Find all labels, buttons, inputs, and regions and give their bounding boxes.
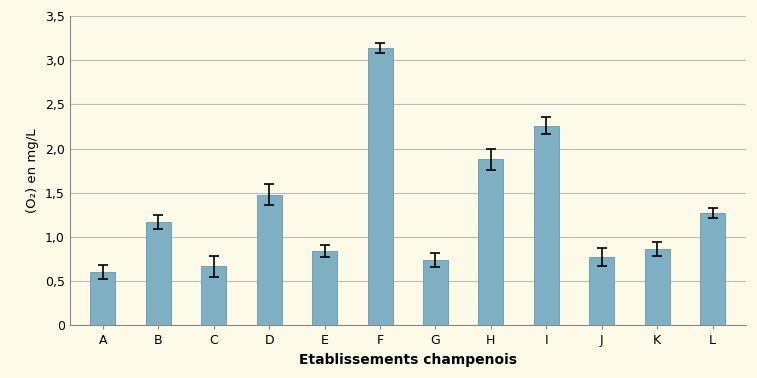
Bar — [90, 272, 115, 325]
Bar — [589, 257, 614, 325]
X-axis label: Etablissements champenois: Etablissements champenois — [299, 353, 517, 367]
Y-axis label: (O₂) en mg/L: (O₂) en mg/L — [26, 129, 39, 213]
Bar — [534, 125, 559, 325]
Bar — [312, 251, 337, 325]
Bar — [423, 260, 448, 325]
Bar — [146, 222, 171, 325]
Bar — [201, 266, 226, 325]
Bar — [368, 48, 393, 325]
Bar — [645, 249, 670, 325]
Bar — [700, 213, 725, 325]
Bar — [478, 159, 503, 325]
Bar — [257, 195, 282, 325]
